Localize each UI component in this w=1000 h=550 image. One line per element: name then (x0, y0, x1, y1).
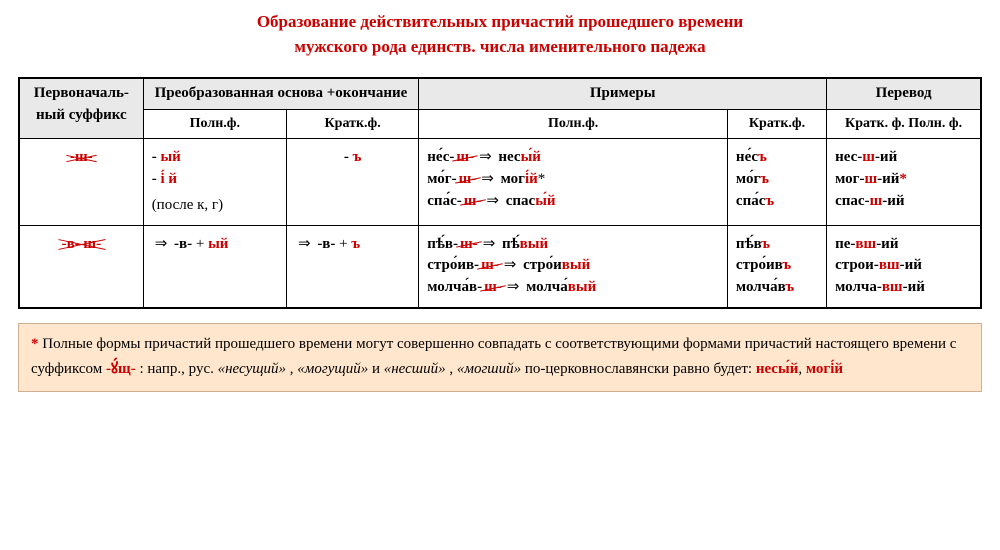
cell-fullform: ⇒ -в- + ый (143, 225, 286, 308)
page-title: Образование действительных причастий про… (18, 10, 982, 59)
cell-examples-full: пѣ́в-ш-⇒ пѣ́вый стро́ив-ш-⇒ стро́ивый мо… (419, 225, 728, 308)
th-sub-short2: Кратк.ф. (727, 110, 826, 139)
cell-shortform: ⇒ -в- + ъ (286, 225, 418, 308)
th-transformed: Преобразованная основа +окончание (143, 78, 419, 109)
footnote-star: * (31, 336, 39, 352)
struck-suffix: -ш- (68, 147, 95, 169)
title-line1: Образование действительных причастий про… (257, 12, 743, 31)
cell-examples-short: не́съ мо́гъ спа́съ (727, 139, 826, 225)
cell-translation: нес-ш-ий мог-ш-ий* спас-ш-ий (827, 139, 981, 225)
th-suffix: Первоначаль-ный суффикс (19, 78, 143, 139)
cell-suffix: -ш- (19, 139, 143, 225)
footnote-word2: могі́й (806, 361, 843, 377)
footnote-box: * Полные формы причастий прошедшего врем… (18, 323, 982, 392)
table-row: -ш- - ый - і́ й (после к, г) - ъ не́с-ш-… (19, 139, 981, 225)
cell-examples-short: пѣ́въ стро́ивъ молча́въ (727, 225, 826, 308)
th-sub-full2: Полн.ф. (419, 110, 728, 139)
title-line2: мужского рода единств. числа именительно… (294, 37, 705, 56)
grammar-table: Первоначаль-ный суффикс Преобразованная … (18, 77, 982, 309)
cell-examples-full: не́с-ш-⇒ несы́й мо́г-ш-⇒ могі́й* спа́с-ш… (419, 139, 728, 225)
th-sub-short1: Кратк.ф. (286, 110, 418, 139)
cell-suffix: -в- ш- (19, 225, 143, 308)
th-sub-trans: Кратк. ф. Полн. ф. (827, 110, 981, 139)
cell-shortform: - ъ (286, 139, 418, 225)
th-translation: Перевод (827, 78, 981, 109)
th-sub-full1: Полн.ф. (143, 110, 286, 139)
th-examples: Примеры (419, 78, 827, 109)
footnote-word1: несы́й (756, 361, 799, 377)
cell-fullform: - ый - і́ й (после к, г) (143, 139, 286, 225)
cell-translation: пе-вш-ий строи-вш-ий молча-вш-ий (827, 225, 981, 308)
struck-suffix: -в- ш- (60, 234, 104, 256)
table-row: -в- ш- ⇒ -в- + ый ⇒ -в- + ъ пѣ́в-ш-⇒ пѣ́… (19, 225, 981, 308)
